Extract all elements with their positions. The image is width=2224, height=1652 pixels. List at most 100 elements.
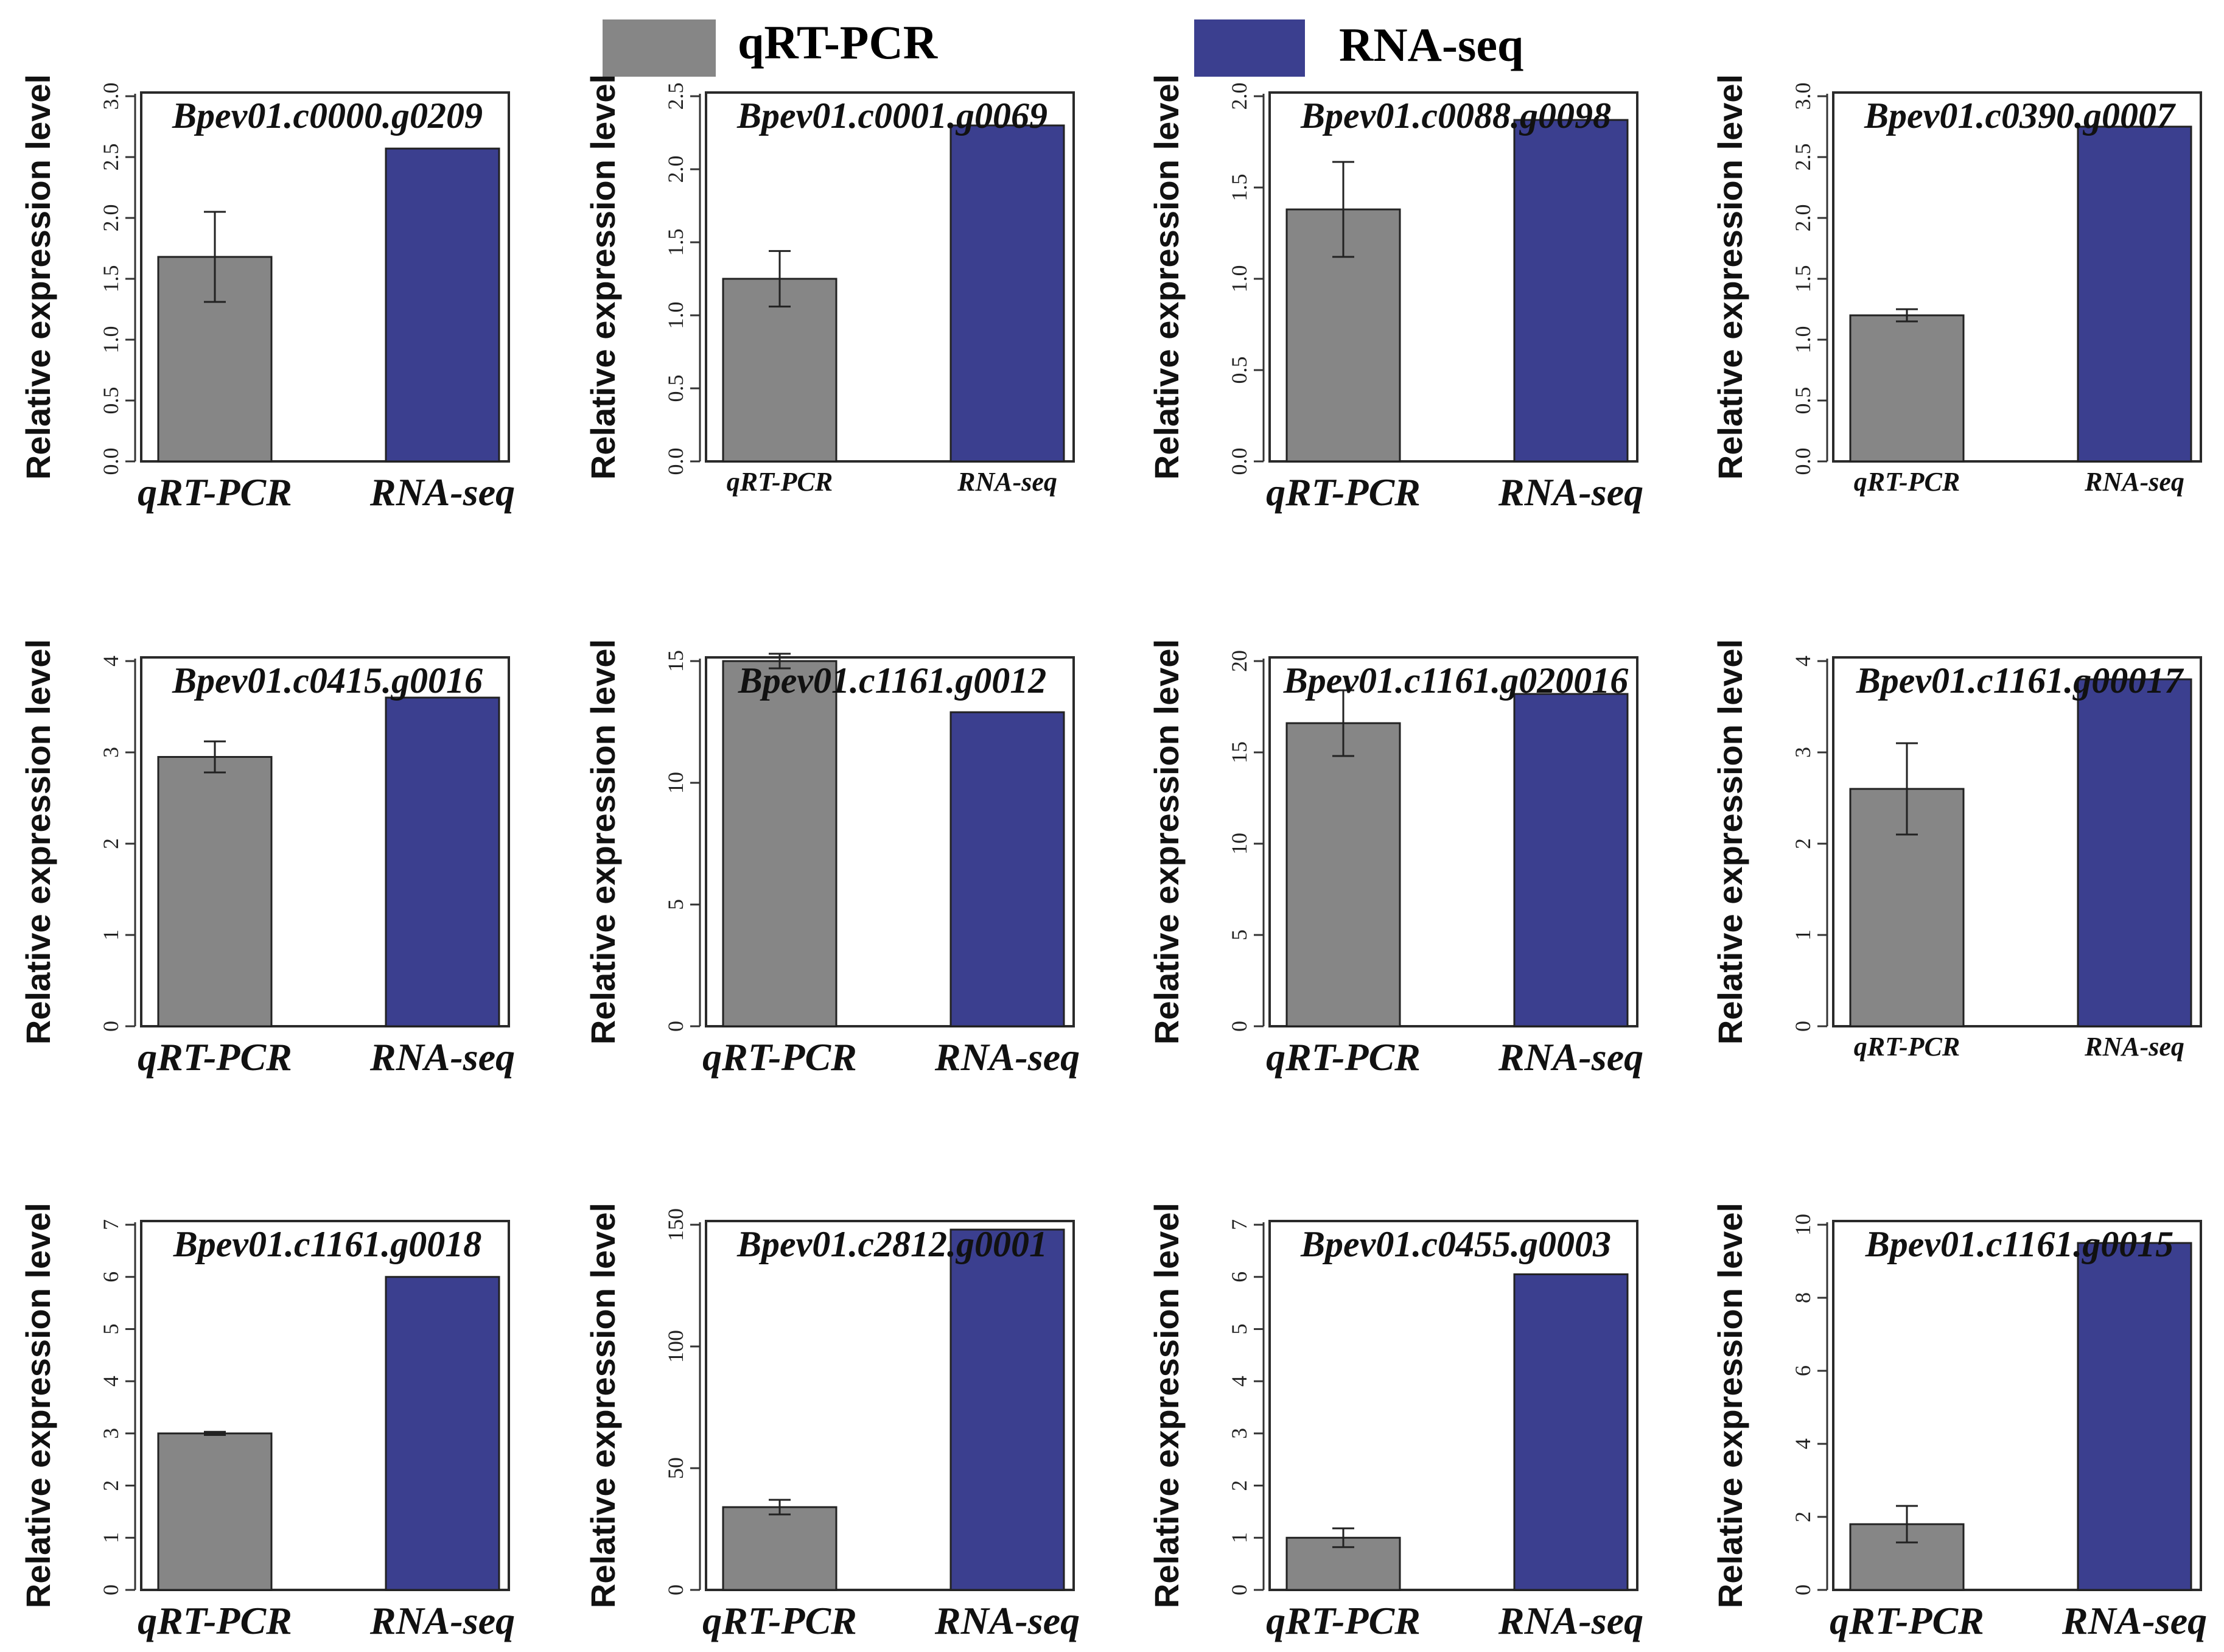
x-category-label: qRT-PCR xyxy=(1266,1599,1421,1642)
y-tick-label: 15 xyxy=(663,650,688,672)
y-axis-label: Relative expression level xyxy=(19,1203,57,1608)
y-tick-label: 2.5 xyxy=(663,83,688,110)
y-tick-label: 0 xyxy=(1227,1584,1251,1595)
bar-qrt-pcr xyxy=(1849,314,1965,463)
plot-frame xyxy=(705,1220,1075,1591)
y-tick-label: 5 xyxy=(1227,929,1251,940)
y-tick-label: 1 xyxy=(1227,1532,1251,1543)
chart-title: Bpev01.c0390.g0007 xyxy=(1864,96,2176,136)
y-axis-label: Relative expression level xyxy=(584,1203,622,1608)
y-tick-label: 0.0 xyxy=(1227,448,1251,475)
y-tick-label: 0.5 xyxy=(1227,357,1251,384)
y-tick-label: 2 xyxy=(1227,1480,1251,1491)
bar-qrt-pcr xyxy=(157,256,273,463)
y-axis-label: Relative expression level xyxy=(1147,639,1186,1045)
y-tick-label: 3 xyxy=(99,1428,123,1439)
chart-title: Bpev01.c1161.g00017 xyxy=(1856,660,2184,701)
y-tick-label: 10 xyxy=(1791,1214,1815,1236)
y-tick-label: 1.5 xyxy=(1791,265,1815,293)
y-tick-label: 0 xyxy=(1227,1021,1251,1032)
y-tick-label: 10 xyxy=(663,772,688,794)
chart-panel: 0 5 10 15 Relative expression level qRT-PCR RN… xyxy=(584,639,1080,1079)
legend-label-qrt-pcr: qRT-PCR xyxy=(738,16,939,69)
plot-frame xyxy=(705,91,1075,463)
bar-rna-seq xyxy=(385,147,500,463)
x-category-label: RNA-seq xyxy=(369,1035,515,1079)
y-tick-label: 5 xyxy=(99,1323,123,1334)
x-category-label: qRT-PCR xyxy=(138,1599,292,1642)
y-tick-label: 2 xyxy=(99,838,123,849)
y-tick-label: 0 xyxy=(1791,1021,1815,1032)
y-tick-label: 5 xyxy=(663,899,688,910)
x-category-label: qRT-PCR xyxy=(1266,471,1421,514)
chart-title: Bpev01.c0415.g0016 xyxy=(172,660,483,701)
legend: qRT-PCR RNA-seq xyxy=(603,16,1523,77)
legend-swatch-rna-seq xyxy=(1194,19,1305,77)
y-tick-label: 6 xyxy=(1227,1272,1251,1283)
x-category-label: qRT-PCR xyxy=(1830,1599,1984,1642)
y-tick-label: 1.0 xyxy=(99,326,123,354)
y-tick-label: 3 xyxy=(1791,747,1815,758)
chart-panel: 0 50 100 150 Relative expression level qRT-PC… xyxy=(584,1203,1080,1642)
chart-panel: 0.0 0.5 1.0 1.5 2.0 Relative expression level… xyxy=(1147,74,1643,514)
chart-panel: 0 1 2 3 4 5 6 7 Relative expression level qRT-PCR… xyxy=(19,1203,515,1642)
y-tick-label: 2.0 xyxy=(1227,83,1251,110)
plot-frame xyxy=(140,91,510,463)
y-axis-label: Relative expression level xyxy=(1147,1203,1186,1608)
x-category-label: RNA-seq xyxy=(369,1599,515,1642)
chart-title: Bpev01.c0001.g0069 xyxy=(736,96,1047,136)
bar-qrt-pcr xyxy=(722,660,837,1027)
x-category-label: RNA-seq xyxy=(1498,1599,1643,1642)
x-category-label: qRT-PCR xyxy=(138,1035,292,1079)
y-tick-label: 1.5 xyxy=(1227,174,1251,201)
y-tick-label: 2 xyxy=(1791,838,1815,849)
y-tick-label: 5 xyxy=(1227,1323,1251,1334)
x-category-label: qRT-PCR xyxy=(138,471,292,514)
chart-title: Bpev01.c1161.g0018 xyxy=(173,1224,482,1264)
y-tick-label: 1.0 xyxy=(1791,326,1815,354)
y-tick-label: 1 xyxy=(99,929,123,940)
x-category-label: RNA-seq xyxy=(957,467,1057,497)
x-category-label: RNA-seq xyxy=(1498,471,1643,514)
x-category-label: qRT-PCR xyxy=(1854,467,1960,497)
y-tick-label: 2.5 xyxy=(99,144,123,171)
plot-frame xyxy=(1268,1220,1638,1591)
chart-panel: 0.0 0.5 1.0 1.5 2.0 2.5 3.0 Relative expression… xyxy=(19,74,515,514)
y-tick-label: 3.0 xyxy=(99,83,123,110)
x-category-label: RNA-seq xyxy=(2084,1032,2184,1062)
y-tick-label: 2.0 xyxy=(99,205,123,232)
legend-label-rna-seq: RNA-seq xyxy=(1339,18,1523,71)
bar-rna-seq xyxy=(2077,1242,2192,1591)
y-tick-label: 10 xyxy=(1227,833,1251,855)
y-tick-label: 0.0 xyxy=(99,448,123,475)
y-tick-label: 3 xyxy=(99,747,123,758)
chart-panel: 0.0 0.5 1.0 1.5 2.0 2.5 3.0 Relative expression… xyxy=(1711,74,2202,497)
y-tick-label: 100 xyxy=(663,1330,688,1363)
plot-frame xyxy=(1268,656,1638,1027)
bar-qrt-pcr xyxy=(1285,722,1401,1027)
plot-frame xyxy=(140,656,510,1027)
chart-panel: 0 1 2 3 4 5 6 7 Relative expression level qRT-PCR… xyxy=(1147,1203,1643,1642)
x-category-label: qRT-PCR xyxy=(702,1035,857,1079)
chart-title: Bpev01.c0000.g0209 xyxy=(172,96,483,136)
y-tick-label: 3 xyxy=(1227,1428,1251,1439)
bar-rna-seq xyxy=(1513,1273,1629,1591)
y-tick-label: 0 xyxy=(663,1021,688,1032)
y-tick-label: 0 xyxy=(663,1584,688,1595)
chart-title: Bpev01.c1161.g0012 xyxy=(738,660,1047,701)
x-category-label: RNA-seq xyxy=(369,471,515,514)
bar-rna-seq xyxy=(385,1276,500,1591)
y-tick-label: 0.5 xyxy=(663,375,688,402)
bar-rna-seq xyxy=(1513,119,1629,463)
legend-swatch-qrt-pcr xyxy=(603,19,716,77)
bar-rna-seq xyxy=(949,124,1065,463)
y-axis-label: Relative expression level xyxy=(19,74,57,480)
bar-qrt-pcr xyxy=(722,1506,837,1591)
y-tick-label: 0.0 xyxy=(1791,448,1815,475)
y-tick-label: 150 xyxy=(663,1208,688,1241)
x-category-label: qRT-PCR xyxy=(702,1599,857,1642)
y-tick-label: 0.5 xyxy=(99,387,123,415)
y-tick-label: 1 xyxy=(1791,929,1815,940)
plot-frame xyxy=(1268,91,1638,463)
plot-frame xyxy=(1832,91,2202,463)
